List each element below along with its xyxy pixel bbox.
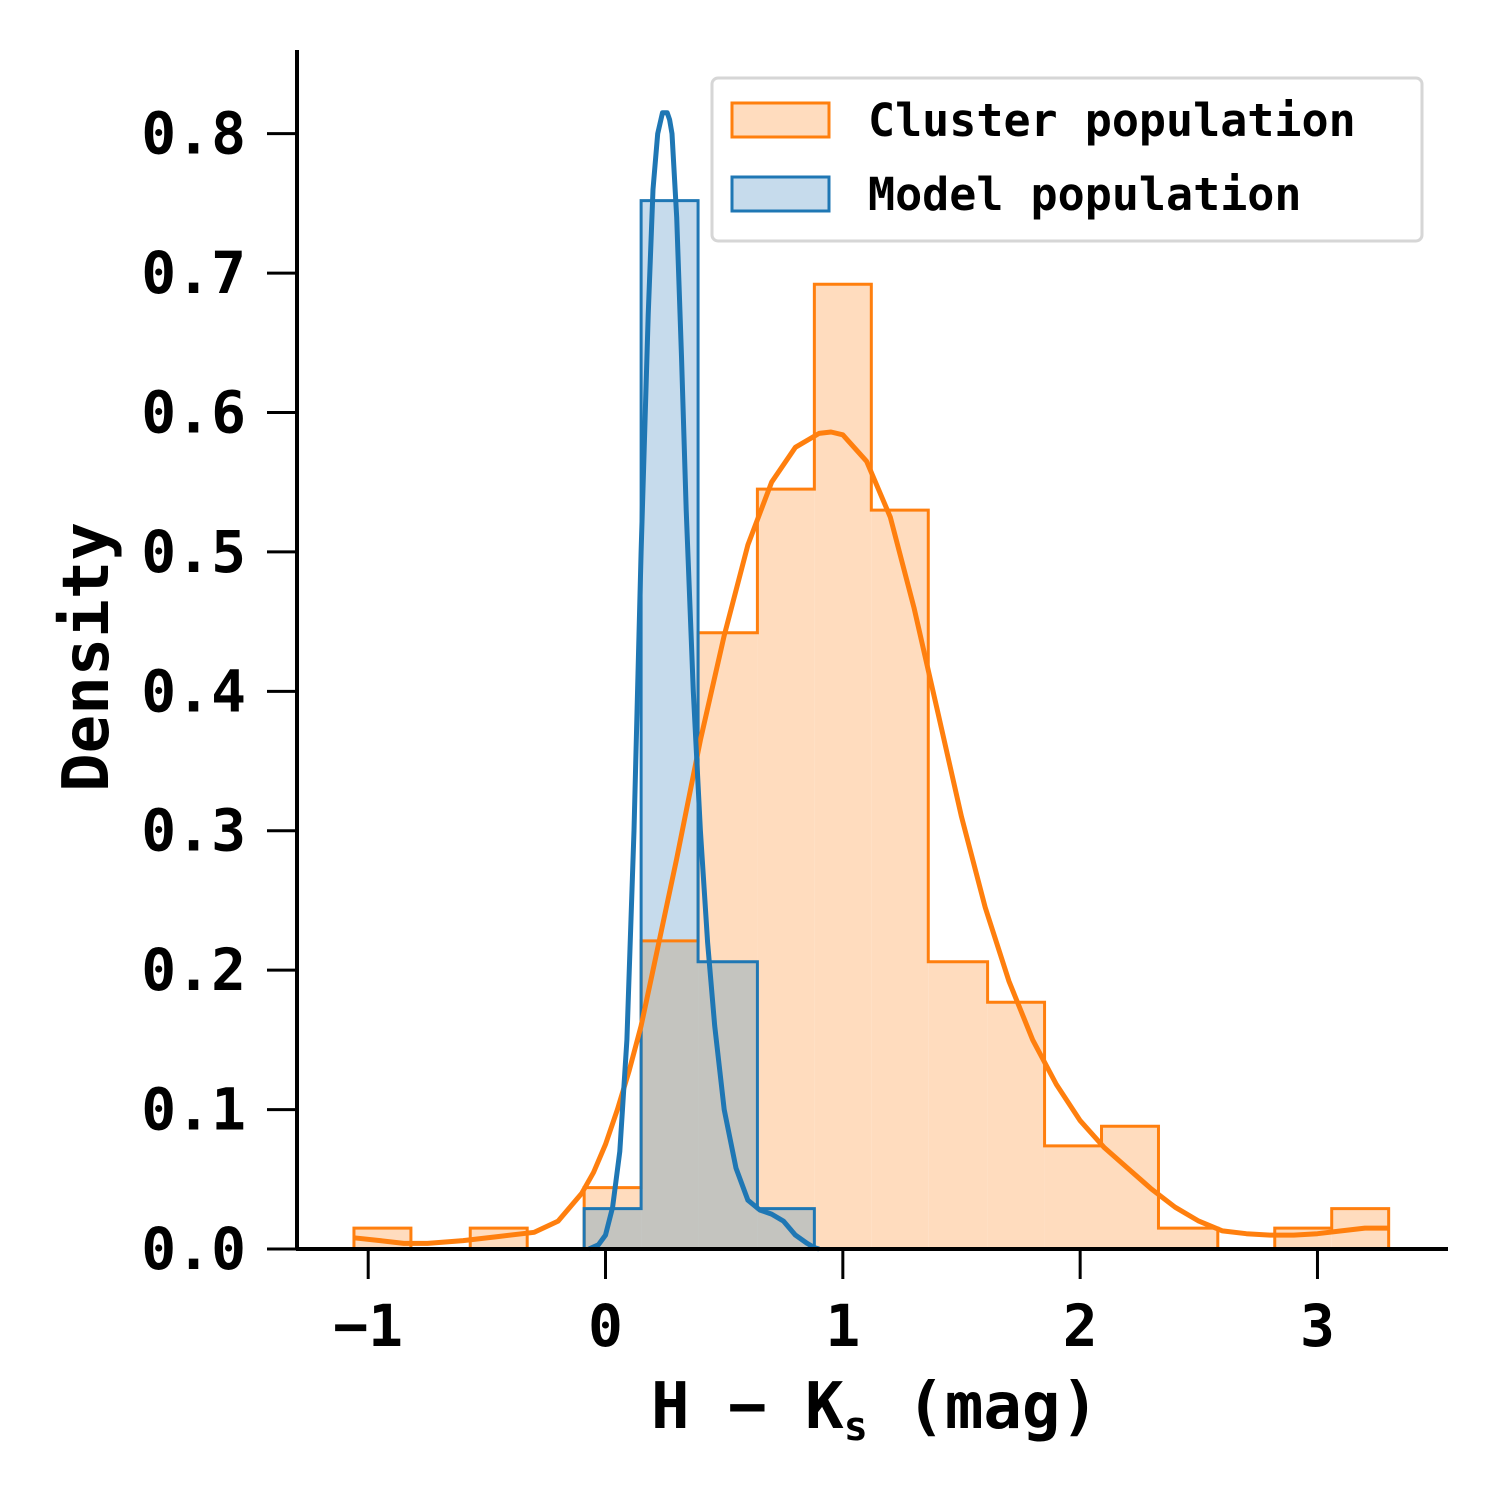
y-tick-label: 0.5 xyxy=(141,518,246,586)
y-tick-label: 0.8 xyxy=(141,100,246,168)
x-tick-label: −1 xyxy=(333,1292,403,1360)
model-kde-line xyxy=(587,110,820,1252)
x-tick-label: 0 xyxy=(588,1292,623,1360)
y-tick-label: 0.4 xyxy=(141,657,246,725)
axes: 0.0 0.1 0.2 0.3 0.4 0.5 0.6 0.7 0.8 −1 0 1 2 3 xyxy=(141,50,1448,1360)
cluster-bar-fill-14 xyxy=(1158,1228,1218,1249)
legend-frame xyxy=(710,76,1424,243)
x-axis-title: H − Ks (mag) xyxy=(651,1370,1099,1450)
legend-label-model: Model population xyxy=(868,168,1301,221)
legend-swatch-cluster xyxy=(730,101,831,139)
x-tick-label: 3 xyxy=(1300,1292,1335,1360)
y-tick-label: 0.0 xyxy=(141,1215,246,1283)
legend-swatch-model xyxy=(730,175,831,213)
legend-label-cluster: Cluster population xyxy=(868,94,1356,147)
cluster-bar-fill-10 xyxy=(928,961,988,1249)
cluster-bar-fill-7 xyxy=(757,489,815,1250)
y-tick-label: 0.6 xyxy=(141,378,246,446)
y-tick-label: 0.3 xyxy=(141,797,246,865)
cluster-bar-fill-9 xyxy=(871,510,929,1249)
y-tick-label: 0.1 xyxy=(141,1076,246,1144)
y-axis-title: Density xyxy=(50,522,124,792)
cluster-bar-fill-8 xyxy=(814,284,872,1249)
overlap-bar-6 xyxy=(698,961,758,1249)
y-tick-label: 0.2 xyxy=(141,936,246,1004)
cluster-bar-fill-12 xyxy=(1044,1145,1102,1249)
x-tick-label: 1 xyxy=(825,1292,860,1360)
cluster-kde-line xyxy=(353,429,1389,1246)
cluster-bar-fill-11 xyxy=(987,1002,1045,1249)
x-tick-label: 2 xyxy=(1063,1292,1098,1360)
legend: Cluster population Model population xyxy=(710,76,1424,243)
plot-area xyxy=(352,110,1391,1252)
y-tick-label: 0.7 xyxy=(141,239,246,307)
